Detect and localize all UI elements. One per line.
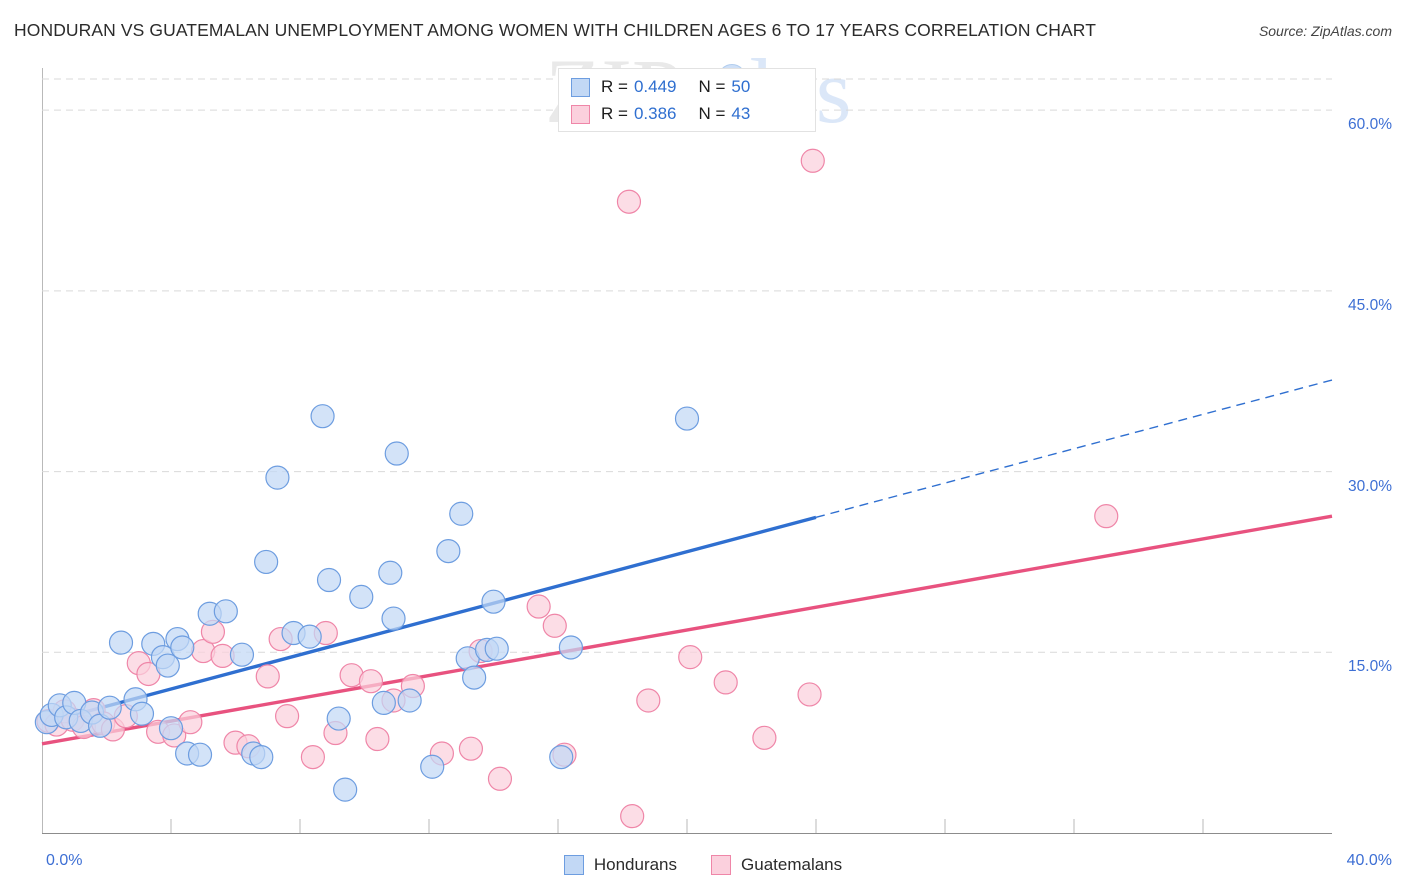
scatter-point: [229, 642, 255, 667]
scatter-point: [542, 613, 567, 638]
scatter-point: [333, 777, 358, 802]
trendlines-layer: [41, 379, 1333, 746]
scatter-point: [549, 745, 574, 770]
legend-swatch-hondurans-icon: [563, 855, 584, 875]
x-axis-max-label: 40.0%: [1346, 852, 1392, 869]
scatter-point: [378, 560, 403, 585]
scatter-point: [526, 594, 551, 619]
stats-r-label-guatemalans: R =: [601, 104, 628, 123]
correlation-stats-box: R = 0.449 N = 50 R = 0.386 N = 43: [558, 68, 816, 132]
legend-item-hondurans[interactable]: Hondurans: [563, 855, 678, 875]
scatter-point: [187, 742, 213, 767]
scatter-point: [381, 606, 406, 631]
axis-ticks-layer: [170, 819, 1204, 833]
scatter-point: [255, 664, 280, 689]
scatter-point: [108, 630, 134, 655]
legend-item-guatemalans[interactable]: Guatemalans: [711, 855, 842, 875]
scatter-points-layer: [34, 148, 1119, 829]
y-axis-line: [42, 68, 43, 833]
scatter-point: [155, 653, 180, 678]
legend-swatch-guatemalans-icon: [711, 855, 732, 875]
stats-n-value-guatemalans: 43: [731, 104, 751, 123]
scatter-point: [365, 726, 390, 752]
scatter-point: [249, 745, 274, 770]
x-axis-line: [42, 833, 1332, 834]
scatter-point: [97, 695, 122, 720]
trendline-guatemalans: [41, 514, 1333, 746]
scatter-point: [371, 690, 396, 715]
scatter-point: [449, 501, 474, 526]
scatter-point: [1094, 504, 1119, 529]
stats-swatch-hondurans-icon: [571, 77, 590, 97]
stats-n-label-hondurans: N =: [698, 77, 726, 96]
scatter-point: [674, 406, 700, 431]
scatter-point: [800, 148, 825, 173]
trendline-hondurans: [41, 515, 817, 726]
stats-n-label-guatemalans: N =: [698, 104, 726, 123]
scatter-point: [420, 754, 445, 779]
y-axis-tick-label: 15.0%: [1348, 658, 1392, 676]
scatter-point: [384, 441, 409, 466]
source-label: Source: ZipAtlas.com: [1258, 23, 1392, 39]
scatter-point: [558, 635, 584, 660]
x-axis-min-label: 0.0%: [46, 852, 83, 869]
scatter-point: [484, 636, 509, 661]
plot-area: ZIPatlas: [34, 40, 1333, 833]
stats-r-label-hondurans: R =: [601, 77, 628, 96]
scatter-point: [129, 701, 155, 726]
stats-swatch-guatemalans-icon: [571, 104, 590, 124]
scatter-point: [213, 599, 238, 624]
scatter-point: [752, 725, 777, 750]
scatter-point: [158, 716, 184, 741]
scatter-point: [436, 538, 461, 564]
scatter-point: [797, 682, 822, 707]
scatter-point: [481, 589, 506, 614]
scatter-point: [265, 465, 290, 490]
legend-label-guatemalans: Guatemalans: [741, 855, 843, 874]
stats-n-value-hondurans: 50: [731, 77, 751, 96]
scatter-point: [487, 766, 513, 791]
scatter-point: [620, 804, 645, 829]
scatter-point: [636, 688, 661, 713]
page-title: HONDURAN VS GUATEMALAN UNEMPLOYMENT AMON…: [14, 20, 1097, 40]
legend-label-hondurans: Hondurans: [593, 855, 678, 874]
stats-row-guatemalans: R = 0.386 N = 43: [571, 101, 750, 127]
scatter-point: [316, 567, 342, 593]
scatter-point: [300, 745, 325, 770]
scatter-point: [326, 706, 351, 731]
scatter-point: [297, 624, 322, 649]
gridlines-layer: [42, 78, 1332, 653]
scatter-point: [462, 665, 487, 690]
scatter-point: [170, 635, 195, 660]
scatter-point: [310, 404, 335, 429]
scatter-point: [254, 549, 279, 575]
stats-r-value-hondurans: 0.449: [633, 77, 677, 96]
y-axis-tick-label: 30.0%: [1348, 477, 1392, 495]
scatter-point: [275, 704, 300, 729]
scatter-point: [358, 669, 384, 694]
scatter-point: [349, 584, 374, 609]
scatter-point: [616, 189, 642, 214]
series-legend: Hondurans Guatemalans: [0, 848, 1406, 882]
y-axis-tick-label: 45.0%: [1348, 296, 1392, 314]
stats-row-hondurans: R = 0.449 N = 50: [571, 74, 750, 100]
scatter-point: [397, 688, 422, 713]
stats-r-value-guatemalans: 0.386: [633, 104, 677, 123]
scatter-point: [678, 645, 703, 670]
y-axis-tick-label: 60.0%: [1348, 116, 1392, 134]
scatter-point: [458, 736, 484, 761]
scatter-point: [713, 670, 738, 695]
